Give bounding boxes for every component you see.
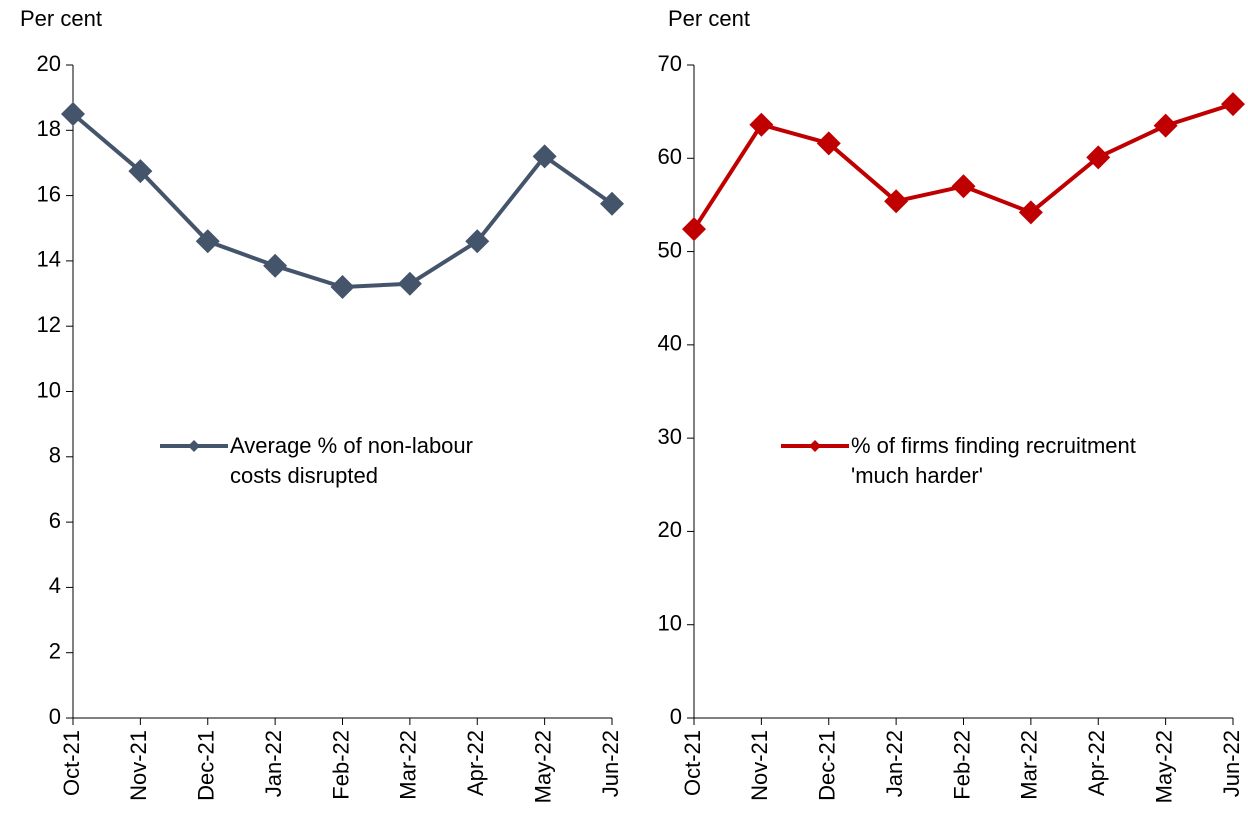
y-tick-label: 20: [658, 517, 682, 542]
data-point: [465, 229, 490, 254]
data-point: [749, 112, 774, 137]
y-axis-label: Per cent: [668, 6, 750, 31]
data-point: [1018, 200, 1043, 225]
y-tick-label: 70: [658, 51, 682, 76]
y-axis-label: Per cent: [20, 6, 102, 31]
legend-marker: [809, 440, 821, 452]
data-point: [263, 253, 288, 278]
data-point: [884, 189, 909, 214]
data-point: [600, 191, 624, 216]
data-point: [61, 101, 85, 126]
y-tick-label: 0: [49, 704, 61, 729]
x-tick-label: Jun-22: [598, 730, 623, 797]
x-tick-label: May-22: [1151, 730, 1176, 803]
data-point: [1153, 113, 1178, 138]
x-tick-label: Jan-22: [882, 730, 907, 797]
series-line: [71, 112, 614, 290]
y-tick-label: 20: [37, 51, 61, 76]
y-tick-label: 16: [37, 181, 61, 206]
legend-marker: [188, 440, 200, 452]
x-tick-label: Feb-22: [328, 730, 353, 800]
x-tick-label: Mar-22: [396, 730, 421, 800]
legend-label: % of firms finding recruitment 'much har…: [851, 433, 1136, 488]
y-tick-label: 30: [658, 424, 682, 449]
x-tick-label: Apr-22: [463, 730, 488, 796]
data-point: [1086, 145, 1111, 170]
data-point: [951, 174, 976, 199]
y-tick-label: 10: [37, 377, 61, 402]
y-tick-label: 4: [49, 573, 61, 598]
x-tick-label: Nov-21: [747, 730, 772, 801]
data-point: [330, 275, 355, 300]
x-tick-label: Oct-21: [59, 730, 84, 796]
x-tick-label: Jun-22: [1219, 730, 1244, 797]
y-tick-label: 8: [49, 443, 61, 468]
data-point: [195, 229, 220, 254]
x-tick-label: Feb-22: [949, 730, 974, 800]
y-tick-label: 12: [37, 312, 61, 337]
y-tick-label: 0: [670, 704, 682, 729]
y-tick-label: 60: [658, 144, 682, 169]
x-tick-label: Jan-22: [261, 730, 286, 797]
data-point: [128, 159, 153, 184]
x-tick-label: May-22: [530, 730, 555, 803]
y-tick-label: 10: [658, 611, 682, 636]
y-tick-label: 50: [658, 237, 682, 262]
series-line: [692, 102, 1234, 231]
data-point: [682, 217, 706, 242]
data-point: [1221, 92, 1245, 117]
y-tick-label: 6: [49, 508, 61, 533]
data-point: [816, 131, 841, 156]
x-tick-label: Oct-21: [680, 730, 705, 796]
data-point: [532, 144, 557, 169]
x-tick-label: Dec-21: [194, 730, 219, 801]
legend-label: Average % of non-labour costs disrupted: [230, 433, 473, 488]
x-tick-label: Apr-22: [1084, 730, 1109, 796]
data-point: [397, 271, 422, 296]
x-tick-label: Dec-21: [815, 730, 840, 801]
y-tick-label: 40: [658, 331, 682, 356]
x-tick-label: Mar-22: [1017, 730, 1042, 800]
y-tick-label: 18: [37, 116, 61, 141]
y-tick-label: 2: [49, 639, 61, 664]
x-tick-label: Nov-21: [126, 730, 151, 801]
y-tick-label: 14: [37, 247, 61, 272]
